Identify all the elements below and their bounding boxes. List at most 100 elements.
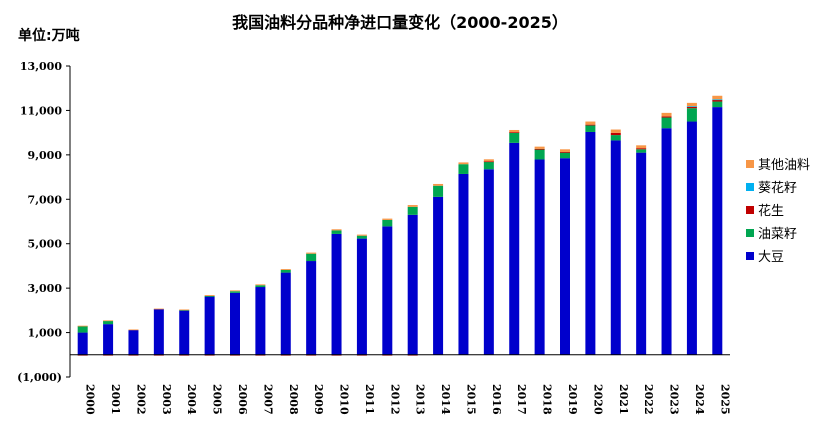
legend-label: 葵花籽 [758, 180, 797, 196]
bar-segment-2010-油菜籽 [331, 230, 342, 234]
bar-segment-2009-油菜籽 [306, 253, 317, 262]
bar-segment-2004-大豆 [179, 310, 190, 355]
legend-label: 油菜籽 [758, 227, 797, 242]
bar-segment-2015-油菜籽 [458, 164, 469, 174]
bar-segment-2016-花生 [483, 161, 494, 163]
bar-segment-2004-油菜籽 [179, 309, 190, 311]
x-tick-label: 2019 [566, 384, 579, 415]
x-tick-label: 2012 [388, 384, 401, 415]
bar-segment-2025-葵花籽 [712, 99, 723, 101]
x-tick-label: 2024 [693, 384, 706, 415]
bar-segment-2006-油菜籽 [230, 291, 240, 293]
x-tick-label: 2004 [185, 384, 198, 415]
bar-segment-2008-其他油料 [280, 269, 291, 270]
y-tick-label: 7,000 [28, 193, 63, 206]
bar-segment-2010-其他油料 [331, 229, 342, 231]
bar-segment-2011-油菜籽 [356, 235, 367, 239]
bar-segment-2022-油菜籽 [636, 149, 647, 153]
bar-segment-2007-油菜籽 [255, 285, 266, 288]
bar-segment-2022-花生 [636, 148, 647, 150]
bar-segment-2000-其他油料 [77, 325, 88, 327]
y-tick-label: (1,000) [17, 371, 62, 384]
bar-segment-2017-大豆 [509, 142, 520, 355]
bar-segment-2021-花生 [610, 132, 621, 136]
bar-segment-2006-其他油料 [230, 290, 240, 292]
bar-segment-2010-大豆 [331, 233, 342, 355]
bar-segment-2006-大豆 [230, 292, 240, 355]
bar-segment-2000-大豆 [77, 332, 88, 355]
bar-segment-2013-大豆 [407, 214, 418, 355]
y-tick-label: 5,000 [28, 238, 63, 251]
y-tick-label: 3,000 [28, 282, 63, 295]
bar-segment-2023-大豆 [661, 128, 672, 355]
x-tick-label: 2017 [515, 384, 528, 415]
bar-segment-2021-油菜籽 [610, 135, 621, 141]
legend-swatch [746, 252, 754, 260]
bar-segment-2014-其他油料 [433, 183, 444, 186]
bar-segment-2015-大豆 [458, 173, 469, 355]
bar-segment-2018-大豆 [534, 159, 545, 355]
x-tick-label: 2001 [109, 384, 122, 415]
bar-segment-2021-其他油料 [610, 129, 621, 133]
bar-segment-2022-其他油料 [636, 145, 647, 149]
x-tick-label: 2015 [464, 384, 477, 415]
bar-segment-2019-油菜籽 [560, 152, 570, 159]
bar-segment-2020-大豆 [585, 131, 596, 355]
bar-segment-2013-其他油料 [407, 205, 418, 207]
bar-segment-2000-油菜籽 [77, 326, 88, 333]
x-tick-label: 2014 [439, 384, 452, 415]
x-tick-label: 2007 [261, 384, 274, 415]
y-tick-label: 9,000 [28, 149, 63, 162]
bar-segment-2013-油菜籽 [407, 206, 418, 215]
bar-segment-2020-油菜籽 [585, 125, 596, 132]
bar-segment-2009-其他油料 [306, 252, 317, 254]
bar-segment-2001-其他油料 [103, 320, 114, 322]
bar-segment-2014-油菜籽 [433, 185, 444, 197]
bar-segment-2025-花生 [712, 99, 723, 102]
bar-segment-2014-大豆 [433, 196, 444, 355]
x-tick-label: 2020 [591, 384, 604, 415]
bar-segment-2017-油菜籽 [509, 132, 520, 143]
bar-segment-2011-其他油料 [356, 234, 367, 236]
bar-segment-2002-大豆 [128, 329, 139, 355]
bar-segment-2021-大豆 [610, 140, 621, 355]
bar-segment-2023-花生 [661, 116, 672, 118]
bar-segment-2020-其他油料 [585, 121, 596, 125]
bar-segment-2004-其他油料 [179, 309, 190, 311]
bar-segment-2009-大豆 [306, 261, 317, 355]
legend-label: 花生 [758, 203, 784, 219]
bar-segment-2017-花生 [509, 132, 520, 133]
bar-segment-2008-油菜籽 [280, 269, 291, 273]
bar-segment-2003-其他油料 [153, 308, 164, 310]
bar-segment-2024-油菜籽 [686, 108, 697, 122]
x-tick-label: 2023 [668, 384, 681, 415]
bar-segment-2002-其他油料 [128, 329, 139, 331]
bar-segment-2019-大豆 [560, 158, 570, 355]
legend-label: 大豆 [758, 250, 784, 265]
x-tick-label: 2025 [718, 384, 731, 415]
bar-segment-2011-大豆 [356, 238, 367, 355]
bar-segment-2024-大豆 [686, 121, 697, 355]
bar-segment-2018-花生 [534, 148, 545, 150]
chart-title: 我国油料分品种净进口量变化（2000-2025） [232, 13, 568, 32]
unit-label: 单位:万吨 [18, 27, 80, 44]
legend-swatch [746, 160, 754, 168]
bar-segment-2016-大豆 [483, 169, 494, 355]
legend-swatch [746, 206, 754, 214]
x-tick-label: 2010 [338, 384, 351, 415]
bar-segment-2025-大豆 [712, 107, 723, 355]
bar-segment-2005-油菜籽 [204, 295, 215, 297]
x-tick-label: 2002 [134, 384, 147, 415]
x-tick-label: 2005 [211, 384, 224, 415]
legend-swatch [746, 229, 754, 237]
x-tick-label: 2021 [617, 384, 630, 415]
bar-segment-2007-大豆 [255, 287, 266, 355]
bar-segment-2022-大豆 [636, 152, 647, 355]
bar-segment-2012-其他油料 [382, 218, 393, 220]
bar-segment-2005-其他油料 [204, 295, 215, 296]
bar-segment-2019-花生 [560, 151, 570, 153]
bar-segment-2018-其他油料 [534, 146, 545, 149]
legend-swatch [746, 183, 754, 191]
